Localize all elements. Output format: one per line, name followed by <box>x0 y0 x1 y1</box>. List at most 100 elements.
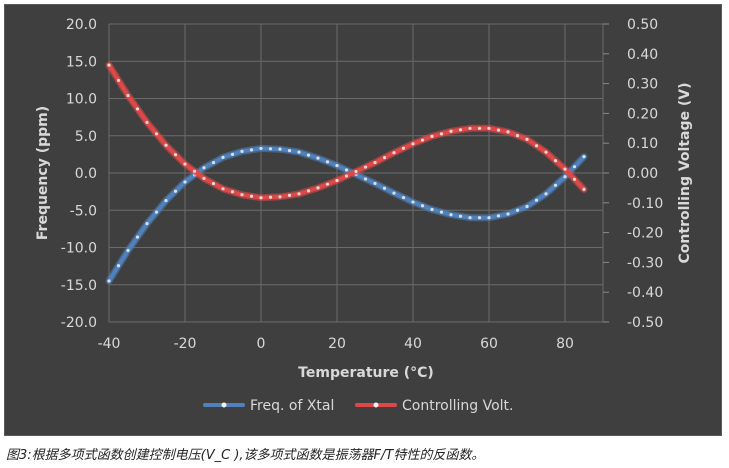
x-tick-label: 0 <box>257 336 266 352</box>
series-point-marker <box>135 235 140 239</box>
series-point-marker <box>563 167 567 171</box>
y-tick-label: -15.0 <box>61 278 97 294</box>
series-point-marker <box>515 134 520 138</box>
y2-axis-title: Controlling Voltage (V) <box>677 83 693 264</box>
series-point-marker <box>249 148 254 152</box>
series-point-marker <box>221 187 225 191</box>
series-point-marker <box>544 150 548 154</box>
series-point-marker <box>582 155 586 159</box>
y-tick-label: -5.0 <box>70 203 97 219</box>
series-point-marker <box>525 204 529 209</box>
series-point-marker <box>411 200 415 204</box>
legend-label: Freq. of Xtal <box>250 398 334 414</box>
x-tick-label: 40 <box>404 336 422 352</box>
series-point-marker <box>240 193 244 197</box>
y2-tick-label: -0.40 <box>627 285 663 301</box>
series-point-marker <box>211 160 216 165</box>
series-point-marker <box>202 176 206 180</box>
series-point-marker <box>107 63 111 67</box>
figure-caption: 图3:根据多项式函数创建控制电压(V_C ),该多项式函数是振荡器F/T特性的反… <box>6 448 485 463</box>
x-tick-label: 20 <box>328 336 346 352</box>
series-point-marker <box>154 210 159 214</box>
y2-tick-label: -0.20 <box>627 226 663 242</box>
series-point-marker <box>297 192 301 196</box>
series-point-marker <box>458 214 463 218</box>
series-point-marker <box>363 165 368 169</box>
series-point-marker <box>344 174 349 178</box>
series-point-marker <box>420 204 425 208</box>
series-point-marker <box>401 146 406 150</box>
series-point-marker <box>116 78 121 82</box>
series-point-marker <box>411 142 415 146</box>
series-point-marker <box>392 151 396 155</box>
series-point-marker <box>553 183 558 187</box>
series-point-marker <box>458 128 463 132</box>
series-point-marker <box>154 132 159 136</box>
series-point-marker <box>107 279 111 283</box>
x-tick-label: 80 <box>556 336 574 352</box>
series-point-marker <box>173 189 178 193</box>
series-point-marker <box>468 216 472 220</box>
x-tick-label: -40 <box>98 336 121 352</box>
series-point-marker <box>240 149 244 153</box>
series-point-marker <box>335 163 339 168</box>
series-point-marker <box>268 195 273 199</box>
y2-tick-label: -0.30 <box>627 255 663 271</box>
series-point-marker <box>534 198 539 202</box>
series-point-marker <box>211 181 216 186</box>
series-point-marker <box>582 187 586 191</box>
series-point-marker <box>325 160 330 164</box>
series-point-marker <box>477 216 482 220</box>
legend-label: Controlling Volt. <box>402 398 513 414</box>
series-point-marker <box>401 195 406 200</box>
series-point-marker <box>487 216 491 220</box>
y-tick-label: -20.0 <box>61 315 97 331</box>
y-tick-label: 5.0 <box>75 129 97 145</box>
series-point-marker <box>572 177 577 181</box>
series-point-marker <box>230 190 235 194</box>
series-point-marker <box>392 191 396 195</box>
series-point-marker <box>259 196 263 200</box>
series-point-marker <box>553 159 558 163</box>
series-point-marker <box>354 169 358 174</box>
series-point-marker <box>268 147 273 151</box>
y2-tick-label: -0.50 <box>627 315 663 331</box>
chart-panel: -20.0 -15.0 -10.0 -5.0 0.0 5.0 10.0 15.0 20.0 -40… <box>4 4 722 436</box>
series-point-marker <box>430 134 434 138</box>
series-point-marker <box>183 162 187 166</box>
y-tick-label: 10.0 <box>66 92 97 108</box>
y2-tick-label: 0.10 <box>627 136 658 152</box>
y2-tick-label: 0.50 <box>627 17 658 33</box>
series-point-marker <box>496 214 501 218</box>
series-point-marker <box>382 156 387 160</box>
series-point-marker <box>373 181 377 186</box>
series-point-marker <box>183 180 187 184</box>
x-tick-label: 60 <box>480 336 498 352</box>
series-point-marker <box>439 132 444 136</box>
y-tick-label: 15.0 <box>66 54 97 70</box>
series-point-marker <box>173 153 178 157</box>
legend-swatch-marker <box>221 402 227 408</box>
line-chart: -20.0 -15.0 -10.0 -5.0 0.0 5.0 10.0 15.0 20.0 -40… <box>35 17 693 414</box>
series-point-marker <box>287 149 292 153</box>
y2-tick-label: 0.00 <box>627 166 658 182</box>
y-tick-label: 20.0 <box>66 17 97 33</box>
series-point-marker <box>344 168 349 172</box>
series-point-marker <box>506 130 510 134</box>
x-tick-label: -20 <box>174 336 197 352</box>
series-point-marker <box>164 198 168 203</box>
series-point-marker <box>420 138 425 142</box>
y2-tick-label: 0.30 <box>627 77 658 93</box>
series-point-marker <box>192 169 197 173</box>
series-point-marker <box>477 126 482 130</box>
y2-tick-label: 0.40 <box>627 47 658 63</box>
series-point-marker <box>249 194 254 198</box>
series-point-marker <box>525 137 529 141</box>
series-point-marker <box>468 126 472 130</box>
x-axis-title: Temperature (°C) <box>298 365 434 381</box>
series-point-marker <box>145 222 149 226</box>
series-point-marker <box>430 207 434 212</box>
series-point-marker <box>306 153 311 157</box>
series-point-marker <box>487 126 491 130</box>
y-axis-title: Frequency (ppm) <box>35 106 51 240</box>
